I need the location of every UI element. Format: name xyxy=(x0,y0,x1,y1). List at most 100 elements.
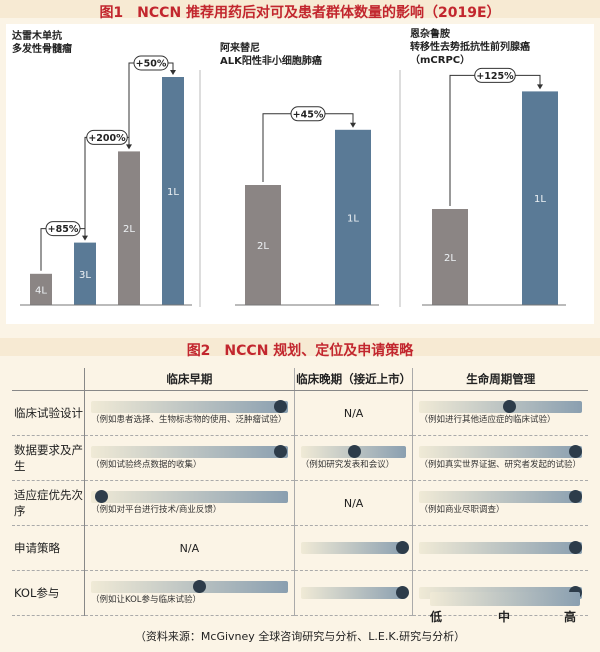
level-marker xyxy=(502,399,516,413)
bar-1-1L xyxy=(162,77,184,305)
table-row: 临床试验设计 （例如患者选择、生物标志物的使用、泛肿瘤试验） N/A （例如进行其他适… xyxy=(12,390,588,436)
level-bar xyxy=(419,489,583,503)
table-cell: N/A xyxy=(84,525,295,571)
figure2-title: 图2 NCCN 规划、定位及申请策略 xyxy=(186,343,414,359)
change-pill-1-1 xyxy=(45,221,81,237)
bar-2-1L xyxy=(335,129,371,305)
level-bar xyxy=(419,444,583,458)
chart2-indication: ALK阳性非小细胞肺癌 xyxy=(220,56,322,67)
table-cell: N/A xyxy=(294,390,414,436)
arrowhead-1-3 xyxy=(170,70,176,75)
bar-3-2L xyxy=(432,209,468,305)
table-cell: （例如研究发表和会议） xyxy=(294,435,414,481)
bar-label-1-3L: 3L xyxy=(79,270,91,281)
change-pill-1-3 xyxy=(133,55,169,71)
level-bar xyxy=(91,444,288,458)
level-marker xyxy=(94,489,108,503)
source-note: （资料来源：McGivney 全球咨询研究与分析、L.E.K.研究与分析） xyxy=(134,630,466,643)
table-cell: （例如患者选择、生物标志物的使用、泛肿瘤试验） xyxy=(84,390,295,436)
table-cell: （例如对平台进行技术/商业反馈） xyxy=(84,480,295,526)
table-cell: （例如进行其他适应症的临床试验） xyxy=(412,390,588,436)
bar-1-4L xyxy=(30,273,52,305)
chart3-indication: 转移性去势抵抗性前列腺癌 xyxy=(410,42,530,53)
table-header-row: 临床早期 临床晚期（接近上市） 生命周期管理 xyxy=(12,368,588,391)
bar-label-2-2L: 2L xyxy=(257,241,269,252)
chart3-indication-abbr: （mCRPC） xyxy=(410,55,471,66)
not-applicable: N/A xyxy=(343,406,364,420)
change-pill-3-1 xyxy=(474,67,516,83)
level-bar xyxy=(91,579,288,593)
change-label-3-1: +125% xyxy=(476,71,514,82)
example-note: （例如患者选择、生物标志物的使用、泛肿瘤试验） xyxy=(91,414,287,425)
level-legend xyxy=(430,592,580,606)
not-applicable: N/A xyxy=(179,541,200,555)
table-cell xyxy=(294,525,414,571)
arrowhead-3-1 xyxy=(537,84,543,90)
row-label: KOL参与 xyxy=(12,570,85,616)
column-lifecycle: 生命周期管理 xyxy=(412,368,588,391)
level-marker xyxy=(396,541,410,554)
column-late: 临床晚期（接近上市） xyxy=(294,368,414,391)
table-cell xyxy=(294,570,414,616)
arrowhead-2-1 xyxy=(350,122,356,128)
title-band-2 xyxy=(0,338,600,356)
example-note: （例如研究发表和会议） xyxy=(300,459,395,470)
level-bar xyxy=(300,586,410,599)
change-label-1-1: +85% xyxy=(48,224,79,235)
table-row: 适应症优先次序 （例如对平台进行技术/商业反馈） N/A （例如商业尽职调查） xyxy=(12,480,588,526)
example-note: （例如进行其他适应症的临床试验） xyxy=(419,414,556,425)
bar-label-1-4L: 4L xyxy=(35,285,47,296)
header-blank xyxy=(12,368,85,391)
legend-gradient-bar xyxy=(430,592,580,606)
level-bar xyxy=(419,541,583,554)
level-marker xyxy=(193,579,207,593)
example-note: （例如试验终点数据的收集） xyxy=(91,459,202,470)
level-marker xyxy=(569,489,583,503)
table-cell: （例如试验终点数据的收集） xyxy=(84,435,295,481)
row-label: 适应症优先次序 xyxy=(12,480,85,526)
table-cell: （例如真实世界证据、研究者发起的试验） xyxy=(412,435,588,481)
change-label-2-1: +45% xyxy=(293,109,324,120)
chart3-drug: 恩杂鲁胺 xyxy=(410,29,450,40)
table-cell xyxy=(412,525,588,571)
bar-label-2-1L: 1L xyxy=(347,213,359,224)
legend-mid: 中 xyxy=(498,610,511,624)
level-bar xyxy=(91,489,288,503)
bar-label-1-1L: 1L xyxy=(167,187,179,198)
level-marker xyxy=(569,541,583,554)
example-note: （例如对平台进行技术/商业反馈） xyxy=(91,504,222,515)
level-bar xyxy=(300,444,407,458)
bar-label-3-2L: 2L xyxy=(444,253,456,264)
level-bar xyxy=(419,399,582,413)
legend-low: 低 xyxy=(430,610,443,624)
change-pill-2-1 xyxy=(290,106,326,122)
column-early: 临床早期 xyxy=(84,368,295,391)
figure1-title: 图1 NCCN 推荐用药后对可及患者群体数量的影响（2019E） xyxy=(99,5,501,21)
level-marker xyxy=(273,444,287,458)
bar-1-3L xyxy=(74,242,96,305)
level-bar xyxy=(91,399,288,413)
change-label-1-2: +200% xyxy=(88,133,126,144)
strategy-table: 临床早期 临床晚期（接近上市） 生命周期管理 临床试验设计 （例如患者选择、生物标… xyxy=(12,368,588,616)
bar-3-1L xyxy=(522,91,558,306)
table-cell: （例如让KOL参与临床试验） xyxy=(84,570,295,616)
bar-label-3-1L: 1L xyxy=(534,194,546,205)
chart1-indication: 多发性骨髓瘤 xyxy=(12,44,72,55)
row-label: 数据要求及产生 xyxy=(12,435,85,481)
not-applicable: N/A xyxy=(343,496,364,510)
bar-label-1-2L: 2L xyxy=(123,224,135,235)
legend-high: 高 xyxy=(564,610,577,624)
chart1-drug: 达雷木单抗 xyxy=(12,31,62,42)
example-note: （例如商业尽职调查） xyxy=(419,504,505,515)
row-label: 申请策略 xyxy=(12,525,85,571)
level-marker xyxy=(347,444,361,458)
bar-1-2L xyxy=(118,151,140,305)
table-row: 数据要求及产生 （例如试验终点数据的收集） （例如研究发表和会议） （例如真实世界证据… xyxy=(12,435,588,481)
level-marker xyxy=(396,586,410,599)
chart2-drug: 阿来替尼 xyxy=(220,43,260,54)
level-bar xyxy=(300,541,410,554)
level-marker xyxy=(273,399,287,413)
example-note: （例如真实世界证据、研究者发起的试验） xyxy=(419,459,581,470)
row-label: 临床试验设计 xyxy=(12,390,85,436)
